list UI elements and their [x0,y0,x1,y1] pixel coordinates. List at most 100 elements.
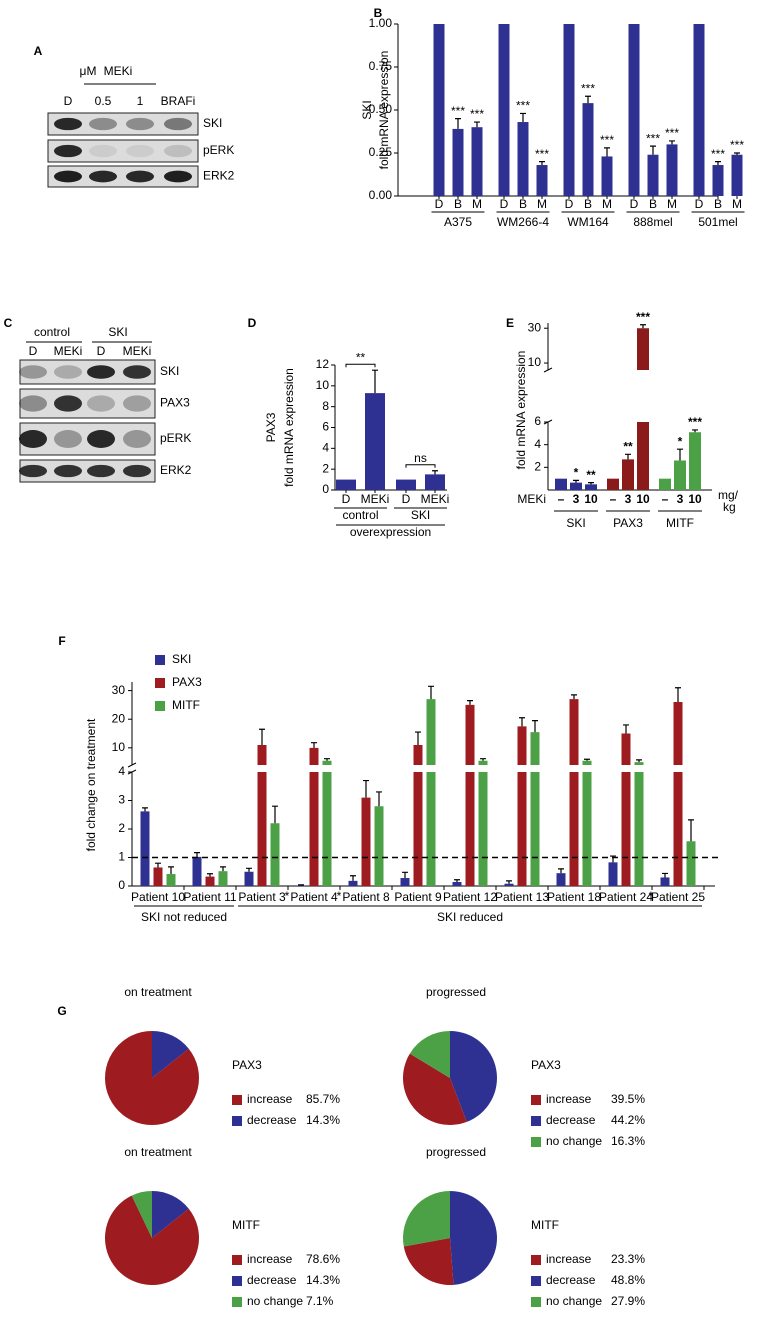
y-tick-label: 0 [118,878,125,892]
group-label: 888mel [633,215,672,229]
significance: *** [665,126,679,140]
error-bar [155,862,161,868]
legend-label: no change [546,1134,602,1148]
x-tick-label: D [342,492,351,506]
pie-title: progressed [426,985,486,999]
blot-row-label: PAX3 [160,396,190,410]
blot-lane-label: D [29,344,38,358]
y-tick-label: 4 [118,764,125,778]
error-bar [604,147,610,157]
bar [426,699,436,886]
blot-band [123,430,151,448]
panel-label: A [34,44,43,58]
blot-strip [47,165,199,188]
bar [536,165,548,196]
error-bar [506,880,512,884]
group-label: control [342,508,378,522]
blot-band [54,365,82,379]
x-tick-label: 10 [688,492,702,506]
x-tick-label: B [454,197,462,211]
legend-swatch [155,701,165,711]
pie-slice [105,1195,199,1285]
blot-band [164,144,192,158]
x-tick-mark: * [649,889,654,903]
bar [400,878,410,886]
error-bar [715,161,721,166]
blot-band [54,430,82,448]
x-tick-label: Patient 9 [394,890,442,904]
blot-row-label: pERK [203,143,234,157]
blot-lane-label: D [64,94,73,108]
pie-slice [450,1191,497,1285]
error-bar [692,429,698,433]
error-bar [363,779,369,798]
x-tick-label: D [565,197,574,211]
y-tick-label: 4 [322,441,329,455]
x-axis-unit: kg [723,500,736,514]
significance: *** [470,107,484,121]
bar [396,479,416,490]
bar [517,122,529,196]
bar [361,797,371,886]
comparison-label: ** [356,350,366,364]
error-bar [220,866,226,872]
y-tick-label: 10 [316,378,330,392]
significance: ** [586,468,596,482]
y-tick-label: 1 [118,850,125,864]
bar [153,867,163,886]
x-tick-label: Patient 3 [238,890,286,904]
error-bar [298,884,304,886]
bar [433,24,445,196]
panel-label: F [58,634,65,648]
bar [322,760,332,886]
bar [582,760,592,886]
bar [166,874,176,886]
y-tick-label: 30 [112,683,126,697]
error-bar [573,479,579,483]
panel-label: C [4,316,13,330]
error-bar [532,720,538,733]
bar [218,871,228,886]
x-axis-unit: mg/ [718,488,739,502]
group-label: SKI [566,516,585,530]
bar [628,24,640,196]
chart-title: PAX3 [264,412,278,442]
legend-swatch [531,1297,541,1307]
bar [504,883,514,886]
axis-break [543,367,553,373]
legend-swatch [531,1095,541,1105]
error-bar [636,759,642,763]
x-tick-label: D [630,197,639,211]
error-bar [623,724,629,734]
y-tick-label: 0.75 [369,59,393,73]
x-tick-label: 10 [584,492,598,506]
legend-label: decrease [546,1273,596,1287]
bar [634,762,644,886]
error-bar [467,700,473,705]
x-tick-label: M [667,197,677,211]
bar [348,880,358,886]
pie-slice [104,1031,199,1125]
bar [140,811,150,886]
error-bar [350,875,356,881]
blot-band [89,144,117,158]
legend-label: SKI [172,652,191,666]
blot-band [54,464,82,478]
blot-band [123,365,151,379]
x-tick-label: – [610,492,617,506]
value-label: 14.3% [306,1273,340,1287]
significance: *** [516,99,530,113]
error-bar [558,868,564,874]
legend-label: MITF [172,698,200,712]
y-tick-label: 2 [118,821,125,835]
error-bar [584,758,590,761]
significance: *** [688,415,702,429]
bar [192,856,202,886]
x-tick-mark: * [337,889,342,903]
y-tick-label: 0 [322,482,329,496]
x-tick-label: Patient 18 [547,890,601,904]
bar [674,460,686,490]
blot-row-label: SKI [160,364,179,378]
